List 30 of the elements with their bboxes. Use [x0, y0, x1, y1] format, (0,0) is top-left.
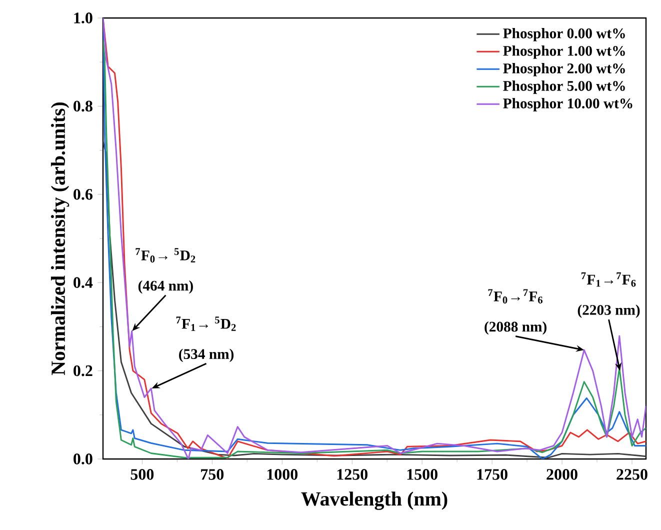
x-tick-label: 1000 [267, 469, 298, 480]
x-tick-label: 2000 [546, 469, 578, 480]
y-tick-label: 0.4 [74, 277, 93, 288]
annotation: $^{7}$F$_{1}$→ $^{5}$D$_{2}$ [176, 316, 236, 331]
x-tick-label: 1750 [477, 469, 508, 480]
annotation: (2203 nm) [578, 304, 640, 318]
legend-label: Phosphor 2.00 wt% [503, 63, 625, 76]
legend-label: Phosphor 0.00 wt% [503, 28, 625, 42]
annotation: $^{7}$F$_{0}$→ $^{5}$D$_{2}$ [136, 248, 196, 262]
y-tick-label: 0.2 [74, 365, 92, 376]
y-tick-label: 0.6 [74, 188, 92, 200]
y-tick-label: 0.8 [74, 100, 92, 112]
x-tick-label: 750 [201, 469, 224, 480]
annotation: $^{7}$F$_{1}$→$^{7}$F$_{6}$ [581, 272, 636, 287]
x-axis-title: Wavelength (nm) [301, 492, 448, 510]
x-tick-label: 1250 [337, 469, 368, 480]
y-tick-label: 0.0 [74, 454, 92, 464]
line-series [103, 140, 646, 458]
annotation: (2088 nm) [484, 321, 546, 335]
x-tick-label: 500 [130, 469, 154, 480]
x-tick-label: 2250 [616, 469, 648, 480]
y-axis-title: Normalized intensity (arb.units) [50, 102, 70, 376]
y-tick-label: 1.0 [74, 12, 92, 24]
annotation: (534 nm) [179, 348, 234, 362]
legend-label: Phosphor 1.00 wt% [503, 46, 625, 59]
annotation: $^{7}$F$_{0}$→$^{7}$F$_{6}$ [488, 289, 542, 304]
x-tick-label: 1500 [407, 469, 438, 480]
legend-label: Phosphor 5.00 wt% [503, 80, 625, 94]
annotation: (464 nm) [138, 280, 193, 294]
legend-label: Phosphor 10.00 wt% [503, 98, 632, 112]
